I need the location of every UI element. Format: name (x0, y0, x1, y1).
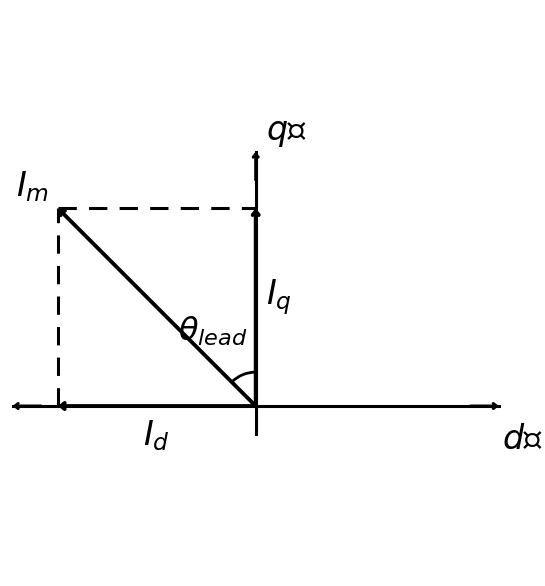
Text: $d$轴: $d$轴 (501, 423, 542, 456)
Text: $I_q$: $I_q$ (266, 277, 292, 317)
Text: $I_d$: $I_d$ (143, 418, 170, 453)
Text: $\theta_{lead}$: $\theta_{lead}$ (178, 314, 247, 347)
Text: $I_m$: $I_m$ (16, 169, 50, 204)
Text: $q$轴: $q$轴 (266, 116, 306, 149)
